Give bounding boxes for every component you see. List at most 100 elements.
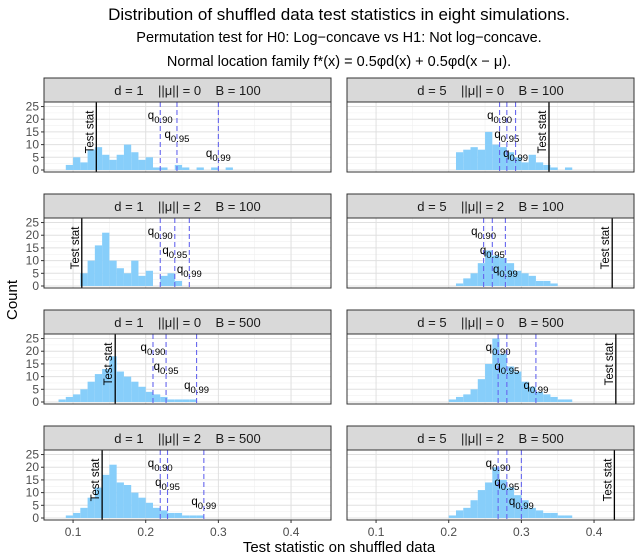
histogram-bar	[211, 167, 219, 170]
histogram-bar	[174, 399, 183, 402]
histogram-bar	[470, 500, 478, 518]
histogram-bar	[485, 482, 493, 518]
histogram-bar	[109, 464, 117, 518]
histogram-bar	[463, 278, 471, 286]
panels: d = 1 ||μ|| = 0 B = 100q0.90q0.95q0.99Te…	[26, 77, 635, 539]
test-stat-label: Test stat	[103, 342, 115, 386]
histogram-bar	[160, 275, 168, 286]
strip-background	[346, 77, 635, 103]
histogram-bar	[182, 399, 190, 402]
histogram-bar	[514, 371, 522, 402]
strip-background	[346, 309, 635, 335]
histogram-bar	[499, 258, 507, 286]
histogram-bar	[506, 152, 515, 170]
histogram-bar	[58, 399, 66, 402]
histogram-bar	[73, 157, 81, 170]
histogram-bar	[87, 381, 95, 402]
test-stat-label: Test stat	[537, 110, 549, 154]
y-tick-label: 25	[26, 448, 40, 462]
histogram-bar	[535, 510, 544, 518]
strip-label: d = 1 ||μ|| = 2 B = 500	[114, 431, 260, 446]
histogram-bar	[123, 144, 132, 170]
y-tick-label: 15	[26, 241, 40, 255]
y-tick-label: 10	[26, 370, 40, 384]
strip-background	[43, 193, 332, 219]
histogram-bar	[470, 273, 478, 286]
histogram-bar	[543, 280, 551, 286]
panel-7: d = 1 ||μ|| = 2 B = 500 q0.90 q0.95 q0.99 Te…	[26, 425, 332, 539]
histogram-bar	[109, 260, 117, 286]
y-tick-label: 25	[26, 100, 40, 114]
histogram-bar	[550, 167, 558, 170]
y-axis-title: Count	[4, 279, 21, 320]
histogram-bar	[477, 149, 486, 170]
q99-label: q0.99	[509, 496, 534, 512]
q95-label: q0.95	[494, 129, 519, 145]
histogram-bar	[492, 144, 500, 170]
histogram-bar	[196, 515, 204, 518]
q95-label: q0.95	[155, 477, 180, 493]
panel-border	[346, 101, 635, 173]
histogram-bar	[65, 396, 74, 402]
histogram-bar	[543, 394, 551, 402]
histogram-bar	[564, 515, 573, 518]
strip-label: d = 5 ||μ|| = 2 B = 100	[417, 199, 563, 214]
histogram-bar	[174, 280, 183, 286]
histogram-bar	[492, 255, 500, 286]
histogram-bar	[463, 394, 471, 402]
histogram-bar	[470, 147, 478, 170]
histogram-bar	[167, 399, 175, 402]
histogram-bar	[145, 391, 153, 402]
panel-border	[346, 217, 635, 289]
q99-label: q0.99	[503, 148, 528, 164]
histogram-bar	[528, 507, 536, 518]
strip-background	[43, 425, 332, 451]
histogram-bar	[550, 512, 558, 518]
histogram-bar	[182, 167, 190, 170]
histogram-bar	[463, 149, 471, 170]
histogram-bar	[189, 399, 197, 402]
histogram-bar	[528, 386, 536, 402]
q99-label: q0.99	[206, 148, 231, 164]
q90-label: q0.90	[471, 226, 496, 242]
test-stat-label: Test stat	[70, 226, 82, 270]
y-tick-label: 0	[32, 395, 39, 409]
histogram-bar	[492, 338, 500, 402]
test-stat-label: Test stat	[604, 342, 616, 386]
y-tick-label: 20	[26, 344, 40, 358]
histogram-bar	[116, 268, 124, 286]
histogram-bar	[455, 396, 464, 402]
test-stat-label: Test stat	[602, 458, 614, 502]
histogram-bar	[455, 283, 464, 286]
test-stat-label: Test stat	[90, 458, 102, 502]
histogram-bar	[167, 273, 175, 286]
histogram-bar	[470, 389, 478, 402]
histogram-bar	[73, 512, 81, 518]
panel-border	[43, 449, 332, 521]
histogram-bar	[80, 389, 88, 402]
histogram-bar	[145, 157, 153, 170]
y-tick-label: 0	[32, 279, 39, 293]
histogram-bar	[506, 263, 515, 286]
histogram-bar	[109, 356, 117, 402]
strip-label: d = 5 ||μ|| = 0 B = 500	[417, 315, 563, 330]
histogram-bar	[535, 162, 544, 170]
histogram-bar	[485, 250, 493, 286]
x-tick-label: 0.2	[440, 525, 457, 539]
histogram-bar	[225, 167, 233, 170]
panel-border	[346, 333, 635, 405]
strip-label: d = 1 ||μ|| = 2 B = 100	[114, 199, 260, 214]
test-stat-label: Test stat	[84, 110, 96, 154]
x-tick-label: 0.3	[513, 525, 530, 539]
histogram-bar	[521, 273, 529, 286]
histogram-bar	[138, 275, 146, 286]
panel-border	[43, 101, 332, 173]
histogram-bar	[123, 376, 132, 402]
histogram-bar	[102, 154, 110, 170]
q95-label: q0.95	[494, 477, 519, 493]
histogram-bar	[94, 487, 103, 518]
panel-border	[43, 333, 332, 405]
panel-2: d = 5 ||μ|| = 0 B = 100 q0.90 q0.95 q0.99 Te…	[346, 77, 635, 173]
q95-label: q0.95	[165, 129, 190, 145]
